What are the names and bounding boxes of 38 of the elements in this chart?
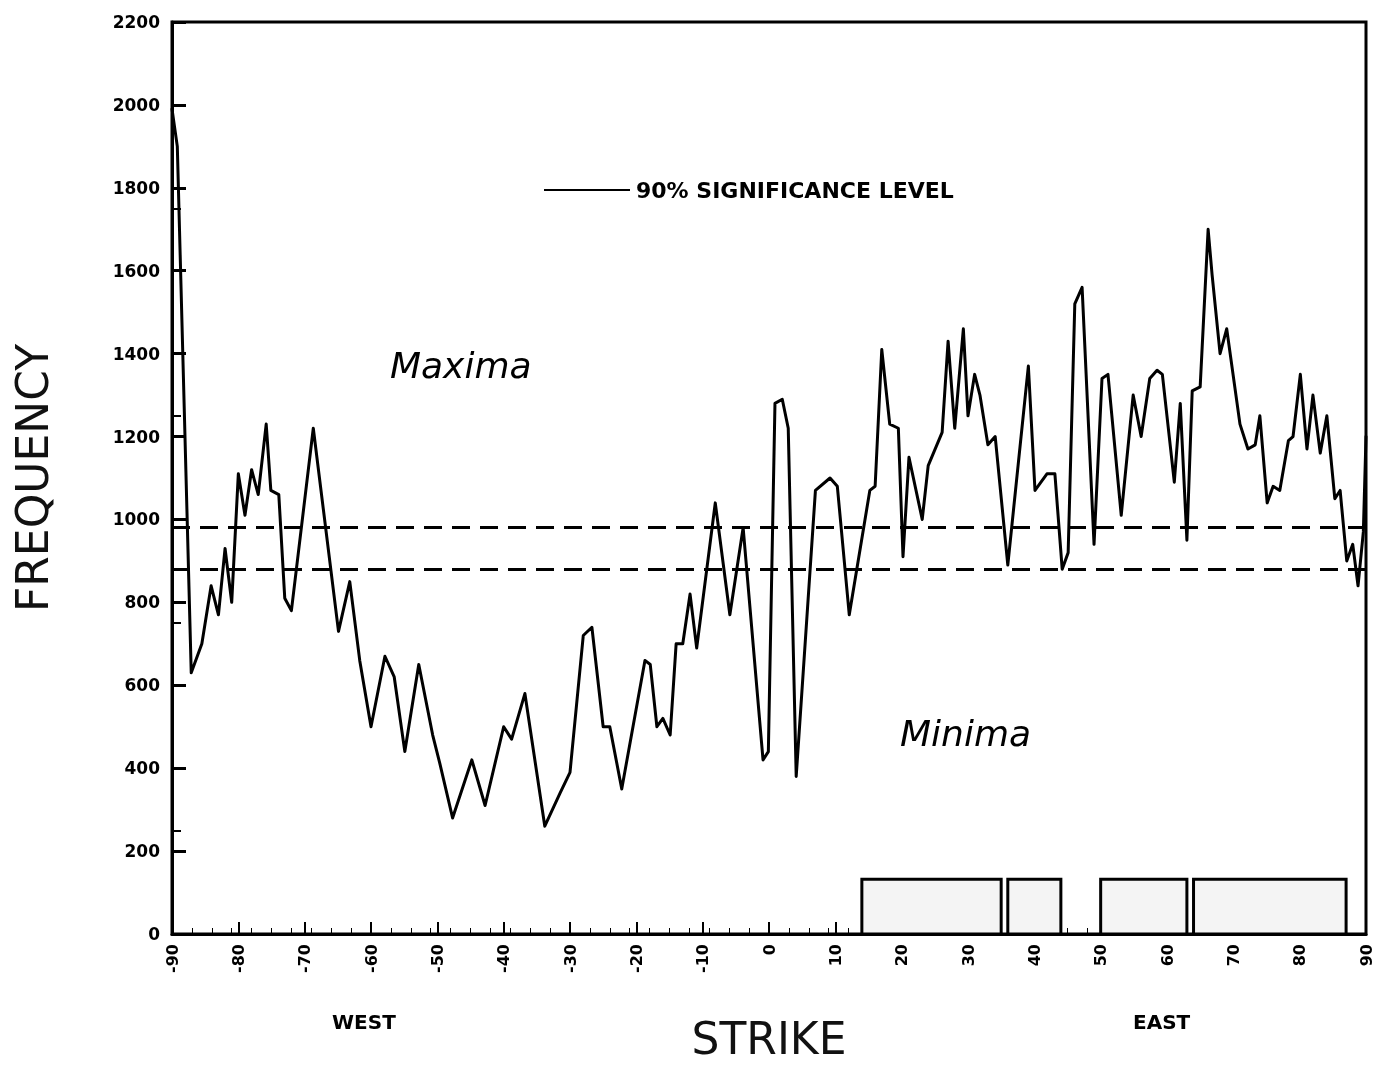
- annotation: 90% SIGNIFICANCE LEVEL: [636, 177, 954, 203]
- x-tick-label: -40: [494, 944, 514, 973]
- y-axis-title: FREQUENCY: [6, 343, 58, 613]
- x-tick-label: -50: [427, 944, 447, 973]
- y-tick-label: 1400: [112, 343, 161, 364]
- x-tick-label: -90: [162, 944, 182, 973]
- x-tick-label: -80: [228, 944, 248, 973]
- y-tick-label: 800: [124, 592, 161, 613]
- x-axis-title: STRIKE: [691, 1012, 847, 1064]
- x-tick-label: 40: [1024, 944, 1044, 967]
- x-tick-label: 10: [825, 944, 845, 967]
- x-tick-label: 90: [1356, 944, 1376, 967]
- x-tick-label: -60: [361, 944, 381, 973]
- x-tick-label: 50: [1091, 944, 1111, 967]
- y-tick-label: 1000: [112, 509, 161, 530]
- x-tick-label: 80: [1290, 944, 1310, 967]
- y-tick-label: 2000: [112, 94, 161, 115]
- y-tick-label: 200: [124, 841, 161, 862]
- x-tick-label: 30: [958, 944, 978, 967]
- y-tick-label: 1200: [112, 426, 161, 447]
- x-tick-label: 60: [1157, 944, 1177, 967]
- text: EAST: [1133, 1010, 1191, 1034]
- annotation: Minima: [900, 712, 1032, 754]
- y-tick-label: 400: [124, 758, 161, 779]
- x-tick-label: 70: [1223, 944, 1243, 967]
- annotation: Maxima: [390, 344, 532, 386]
- y-tick-label: 1600: [112, 260, 161, 281]
- x-tick-label: -70: [295, 944, 315, 973]
- y-tick-label: 0: [148, 924, 161, 944]
- text: WEST: [332, 1010, 397, 1034]
- x-tick-label: -10: [693, 944, 713, 973]
- x-tick-label: -20: [626, 944, 646, 973]
- y-tick-label: 600: [124, 675, 161, 696]
- y-tick-label: 2200: [112, 12, 161, 32]
- x-tick-label: -30: [560, 944, 580, 973]
- y-tick-label: 1800: [112, 177, 161, 198]
- x-tick-label: 0: [759, 944, 779, 956]
- x-tick-label: 20: [892, 944, 912, 967]
